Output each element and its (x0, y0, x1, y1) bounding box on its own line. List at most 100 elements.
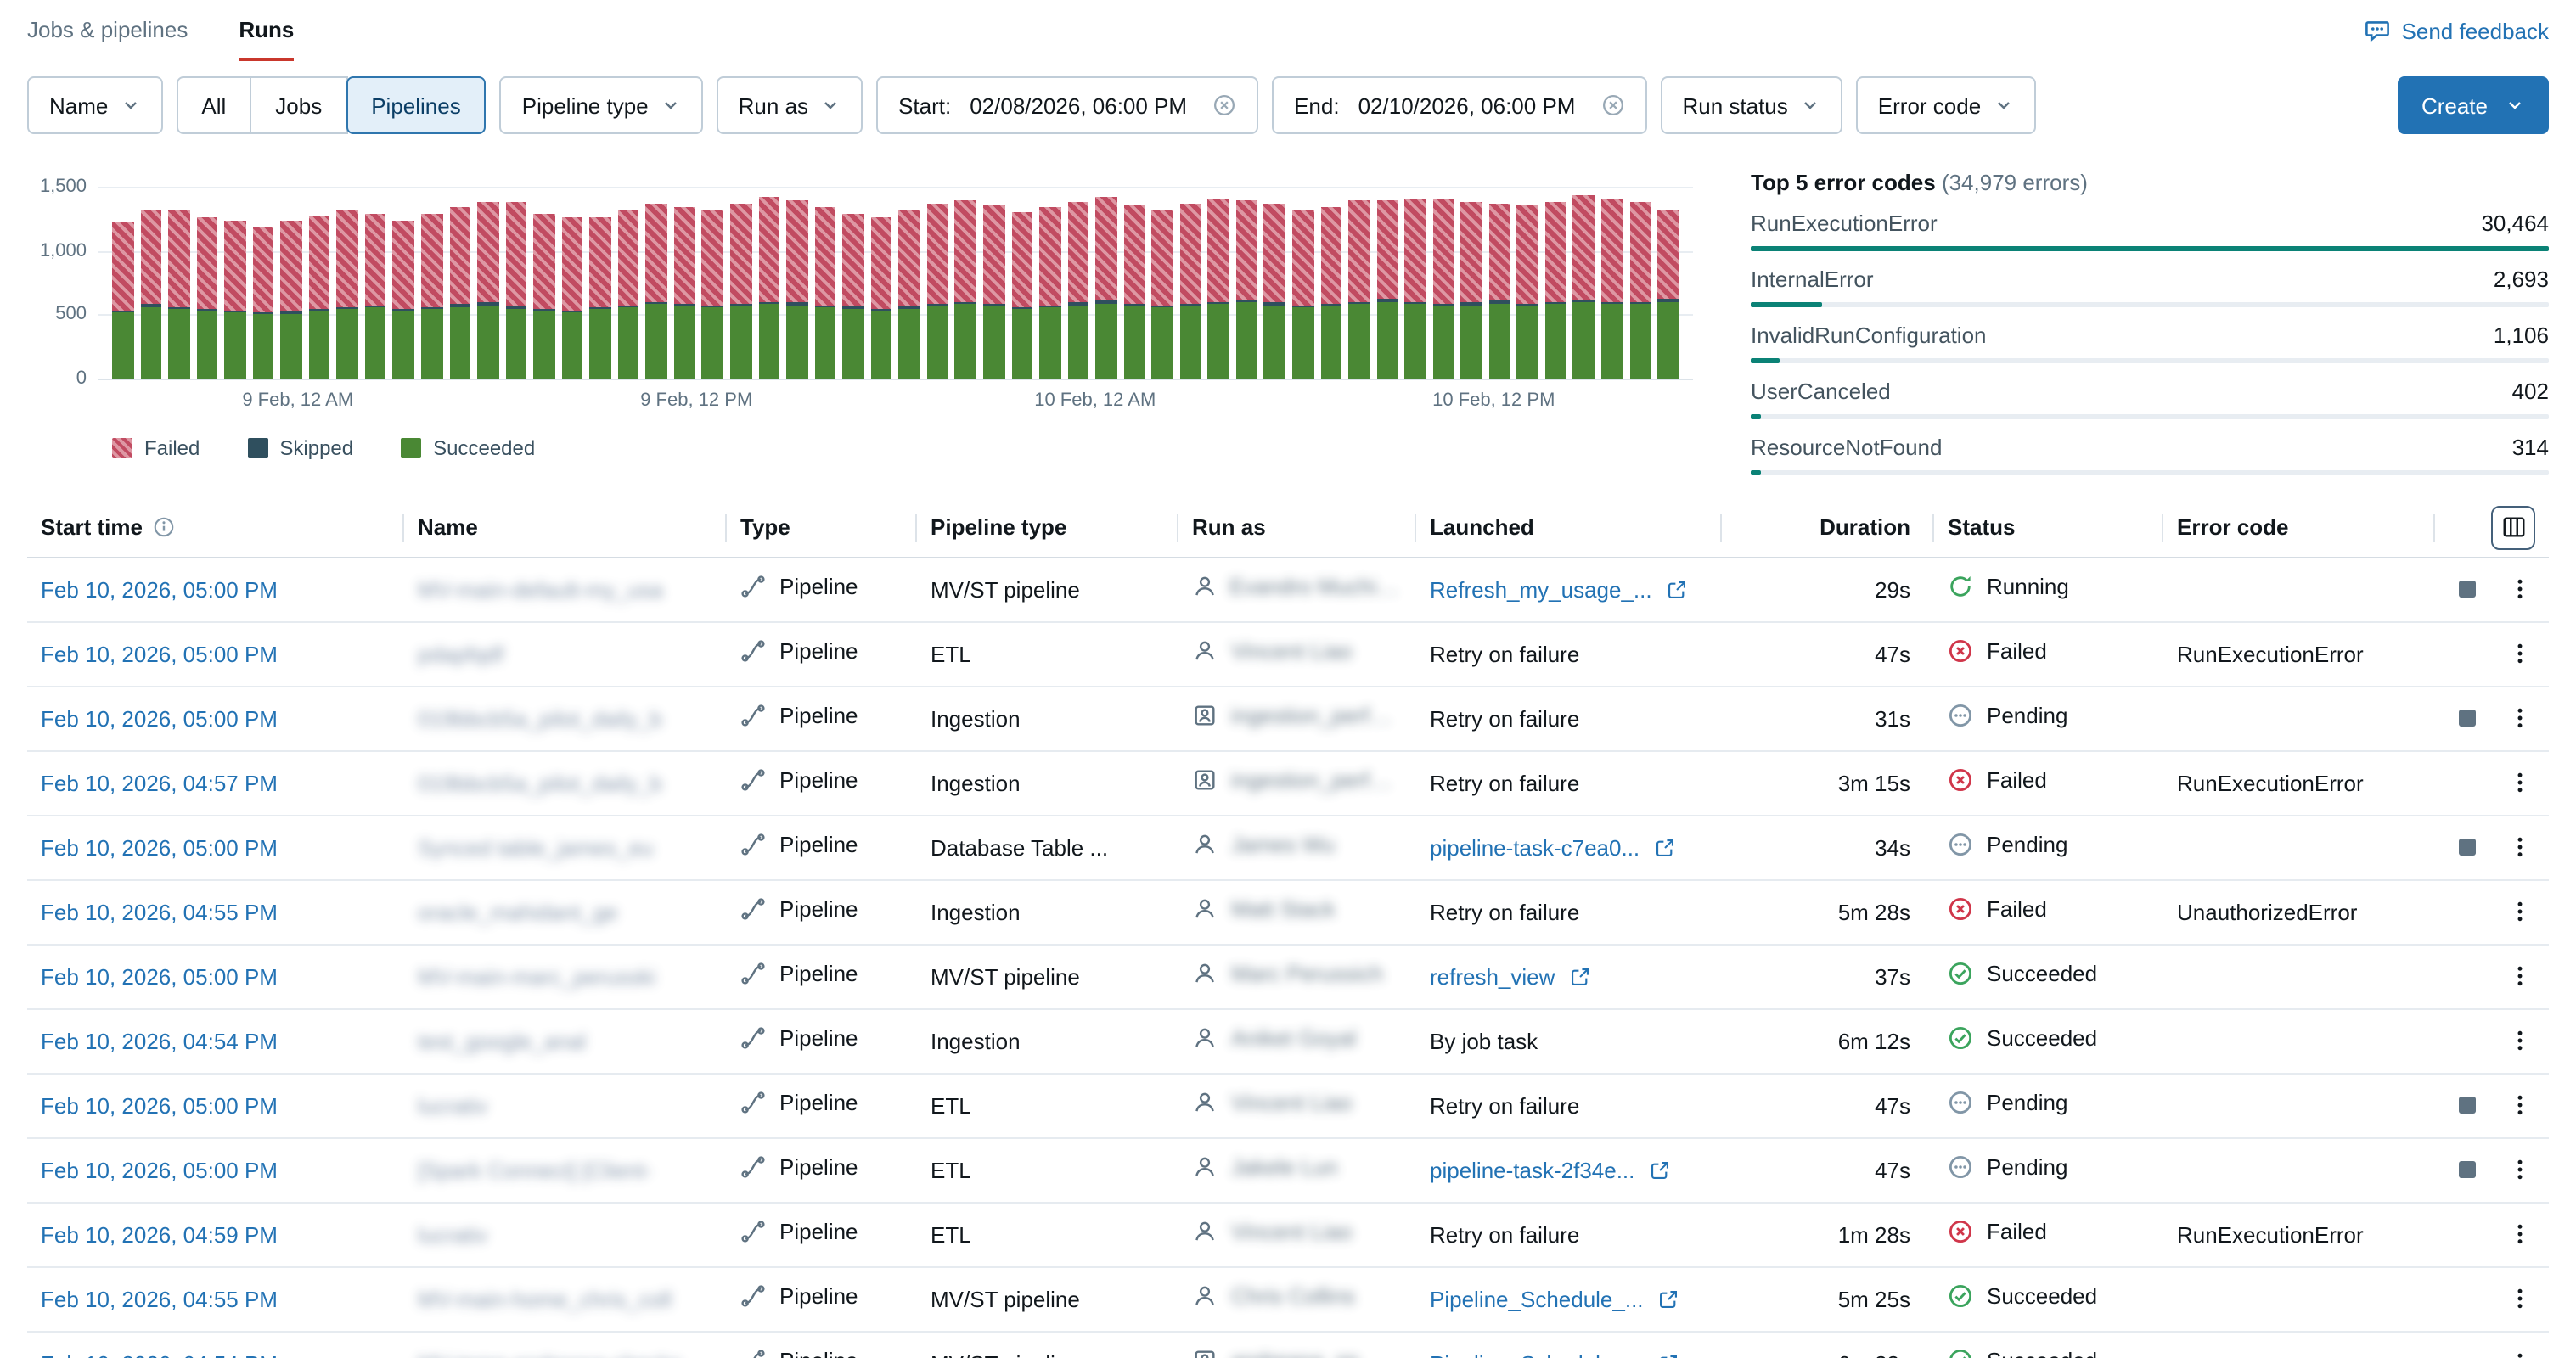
run-name[interactable]: [Spark Connect] [Client- (418, 1157, 653, 1182)
run-name[interactable]: 019bbcb5a_pilot_daily_b (418, 770, 662, 795)
end-date-filter[interactable]: End: 02/10/2026, 06:00 PM (1272, 76, 1647, 134)
pipeline-type: ETL (917, 1202, 1178, 1267)
column-header-pipeline-type[interactable]: Pipeline type (917, 499, 1178, 558)
legend-label: Skipped (279, 436, 354, 460)
run-name[interactable]: MV-main-marc_perusski (418, 963, 656, 989)
run-name[interactable]: Synced table_james_eu (418, 834, 654, 860)
cancel-run-button[interactable] (2459, 839, 2476, 856)
segment-pipelines[interactable]: Pipelines (346, 76, 487, 134)
column-header-name[interactable]: Name (404, 499, 727, 558)
run-type: Pipeline (779, 574, 858, 599)
legend-item-skipped[interactable]: Skipped (247, 436, 353, 460)
launched-link[interactable]: pipeline-task-2f34e... (1430, 1157, 1670, 1182)
run-start-time-link[interactable]: Feb 10, 2026, 05:00 PM (41, 834, 278, 860)
kebab-menu-button[interactable] (2508, 1093, 2532, 1117)
run-start-time-link[interactable]: Feb 10, 2026, 04:55 PM (41, 1286, 278, 1311)
run-name[interactable]: MV-temp-andreasa-checks (418, 1350, 682, 1358)
kebab-menu-button[interactable] (2508, 964, 2532, 988)
kebab-menu-button[interactable] (2508, 835, 2532, 859)
error-code-filter-dropdown[interactable]: Error code (1855, 76, 2036, 134)
launched-link[interactable]: pipeline-task-c7ea0... (1430, 834, 1675, 860)
run-name[interactable]: MV-main-default-my_usa (418, 576, 663, 602)
cancel-run-button[interactable] (2459, 1097, 2476, 1114)
legend-item-failed[interactable]: Failed (112, 436, 200, 460)
run-start-time-link[interactable]: Feb 10, 2026, 05:00 PM (41, 576, 278, 602)
error-code-bar-fill (1751, 358, 1780, 363)
status-label: Succeeded (1987, 1025, 2098, 1051)
kebab-menu-button[interactable] (2508, 706, 2532, 730)
run-as-filter-dropdown[interactable]: Run as (716, 76, 863, 134)
run-name[interactable]: 019bbcb5a_pilot_daily_b (418, 705, 662, 731)
column-header-duration[interactable]: Duration (1722, 499, 1934, 558)
run-start-time-link[interactable]: Feb 10, 2026, 05:00 PM (41, 641, 278, 666)
column-header-run-as[interactable]: Run as (1178, 499, 1416, 558)
error-code-bar-fill (1751, 470, 1761, 475)
status-running-icon (1948, 574, 1973, 599)
send-feedback-link[interactable]: Send feedback (2365, 17, 2549, 44)
kebab-menu-button[interactable] (2508, 900, 2532, 923)
run-start-time-link[interactable]: Feb 10, 2026, 05:00 PM (41, 1092, 278, 1118)
user-icon (1192, 1283, 1218, 1309)
column-header-start-time[interactable]: Start time (27, 499, 404, 558)
segment-all[interactable]: All (176, 76, 252, 134)
cancel-run-button[interactable] (2459, 1161, 2476, 1178)
launched-link[interactable]: Refresh_my_usage_... (1430, 576, 1688, 602)
clear-start-date-icon[interactable] (1212, 93, 1236, 117)
run-start-time-link[interactable]: Feb 10, 2026, 04:55 PM (41, 899, 278, 924)
table-columns-icon[interactable] (2491, 505, 2535, 550)
external-link-icon (1657, 1288, 1679, 1310)
kebab-menu-button[interactable] (2508, 1287, 2532, 1310)
info-icon[interactable] (153, 517, 175, 539)
kebab-menu-button[interactable] (2508, 1158, 2532, 1181)
run-status-filter-dropdown[interactable]: Run status (1660, 76, 1842, 134)
launched-link[interactable]: Pipeline_Schedule_... (1430, 1350, 1679, 1358)
run-start-time-link[interactable]: Feb 10, 2026, 05:00 PM (41, 963, 278, 989)
column-header-status[interactable]: Status (1934, 499, 2163, 558)
run-start-time-link[interactable]: Feb 10, 2026, 05:00 PM (41, 705, 278, 731)
run-name[interactable]: oracle_mahidant_ge (418, 899, 618, 924)
run-start-time-link[interactable]: Feb 10, 2026, 04:54 PM (41, 1350, 278, 1358)
run-start-time-link[interactable]: Feb 10, 2026, 04:54 PM (41, 1028, 278, 1053)
kebab-menu-button[interactable] (2508, 1222, 2532, 1246)
launched-link[interactable]: Pipeline_Schedule_... (1430, 1286, 1679, 1311)
column-header-launched[interactable]: Launched (1416, 499, 1722, 558)
segment-jobs[interactable]: Jobs (250, 76, 348, 134)
column-header-type[interactable]: Type (727, 499, 917, 558)
run-name[interactable]: lucrativ (418, 1221, 488, 1247)
launched-link[interactable]: refresh_view (1430, 963, 1590, 989)
create-button-label: Create (2421, 93, 2488, 118)
run-as-user: Marc Perussich (1231, 961, 1384, 986)
create-button[interactable]: Create (2397, 76, 2549, 134)
run-start-time-link[interactable]: Feb 10, 2026, 05:00 PM (41, 1157, 278, 1182)
cancel-run-button[interactable] (2459, 581, 2476, 598)
kebab-menu-button[interactable] (2508, 771, 2532, 794)
table-row: Feb 10, 2026, 05:00 PM MV-main-default-my… (27, 557, 2549, 622)
kebab-menu-button[interactable] (2508, 1029, 2532, 1052)
kebab-menu-button[interactable] (2508, 1351, 2532, 1358)
run-type: Pipeline (779, 1025, 858, 1051)
legend-item-succeeded[interactable]: Succeeded (401, 436, 535, 460)
pipeline-type-filter-dropdown[interactable]: Pipeline type (499, 76, 703, 134)
run-name[interactable]: test_google_anal (418, 1028, 587, 1053)
top-error-codes-panel: Top 5 error codes (34,979 errors) RunExe… (1751, 156, 2549, 475)
tab-runs[interactable]: Runs (239, 17, 295, 61)
run-name[interactable]: lucrativ (418, 1092, 488, 1118)
name-filter-dropdown[interactable]: Name (27, 76, 163, 134)
column-header-error-code[interactable]: Error code (2163, 499, 2435, 558)
start-date-filter[interactable]: Start: 02/08/2026, 06:00 PM (876, 76, 1259, 134)
run-start-time-link[interactable]: Feb 10, 2026, 04:57 PM (41, 770, 278, 795)
pipeline-icon (740, 574, 766, 599)
clear-end-date-icon[interactable] (1600, 93, 1624, 117)
pipeline-icon (740, 1090, 766, 1115)
error-code: UnauthorizedError (2163, 879, 2435, 945)
column-label: Type (740, 514, 790, 541)
run-start-time-link[interactable]: Feb 10, 2026, 04:59 PM (41, 1221, 278, 1247)
cancel-run-button[interactable] (2459, 710, 2476, 727)
pipeline-type: Ingestion (917, 879, 1178, 945)
kebab-menu-button[interactable] (2508, 642, 2532, 665)
run-name[interactable]: pdapfqdf (418, 641, 504, 666)
run-name[interactable]: MV-main-home_chris_coll (418, 1286, 672, 1311)
kebab-menu-button[interactable] (2508, 577, 2532, 601)
chart-bar (842, 213, 864, 379)
tab-jobs-and-pipelines[interactable]: Jobs & pipelines (27, 17, 188, 42)
